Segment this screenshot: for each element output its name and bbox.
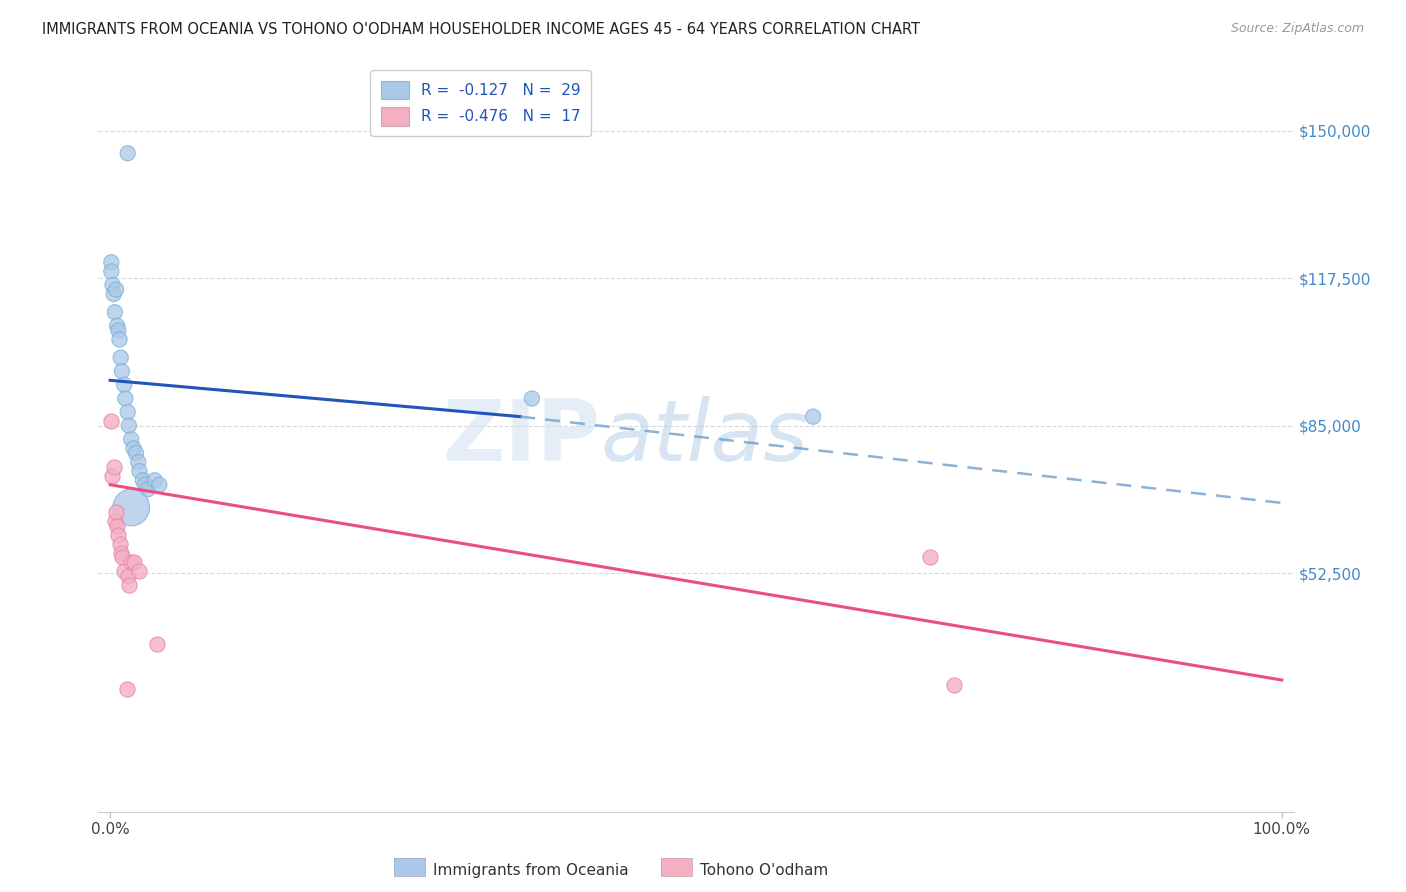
Point xyxy=(148,477,170,491)
Point xyxy=(100,264,122,278)
Point xyxy=(143,473,166,487)
Point xyxy=(125,446,148,460)
Point xyxy=(103,459,125,474)
Point xyxy=(920,550,942,565)
Point xyxy=(128,564,150,578)
Text: Immigrants from Oceania: Immigrants from Oceania xyxy=(433,863,628,878)
Point xyxy=(122,555,145,569)
Point xyxy=(110,546,132,560)
Point xyxy=(107,527,129,541)
Point xyxy=(105,318,128,333)
Point xyxy=(136,483,159,497)
Point xyxy=(105,505,128,519)
Point xyxy=(100,255,122,269)
Point xyxy=(120,433,142,447)
Point xyxy=(132,473,155,487)
Text: Tohono O'odham: Tohono O'odham xyxy=(700,863,828,878)
Legend: R =  -0.127   N =  29, R =  -0.476   N =  17: R = -0.127 N = 29, R = -0.476 N = 17 xyxy=(371,70,591,136)
Point xyxy=(104,305,127,319)
Point xyxy=(146,637,169,651)
Point xyxy=(105,283,128,297)
Point xyxy=(520,392,543,406)
Point xyxy=(103,287,125,301)
Point xyxy=(117,568,139,582)
Point xyxy=(108,333,131,347)
Text: Source: ZipAtlas.com: Source: ZipAtlas.com xyxy=(1230,22,1364,36)
Point xyxy=(110,351,132,365)
Text: atlas: atlas xyxy=(600,395,808,479)
Point xyxy=(128,464,150,478)
Point xyxy=(117,405,139,419)
Text: ZIP: ZIP xyxy=(443,395,600,479)
Point xyxy=(114,392,136,406)
Point xyxy=(122,442,145,456)
Point xyxy=(111,550,134,565)
Point xyxy=(112,564,135,578)
Point xyxy=(111,364,134,378)
Point xyxy=(120,555,142,569)
Point xyxy=(105,518,128,533)
Point xyxy=(117,146,139,161)
Text: IMMIGRANTS FROM OCEANIA VS TOHONO O'ODHAM HOUSEHOLDER INCOME AGES 45 - 64 YEARS : IMMIGRANTS FROM OCEANIA VS TOHONO O'ODHA… xyxy=(42,22,920,37)
Point xyxy=(101,277,124,292)
Point xyxy=(134,477,156,491)
Point xyxy=(801,409,824,424)
Point xyxy=(100,414,122,428)
Point xyxy=(101,468,124,483)
Point xyxy=(108,537,131,551)
Point xyxy=(118,418,141,433)
Point xyxy=(118,577,141,591)
Point xyxy=(120,500,142,515)
Point xyxy=(115,682,138,697)
Point xyxy=(104,514,127,528)
Point xyxy=(127,455,149,469)
Point xyxy=(112,377,135,392)
Point xyxy=(942,677,965,691)
Point xyxy=(107,323,129,337)
